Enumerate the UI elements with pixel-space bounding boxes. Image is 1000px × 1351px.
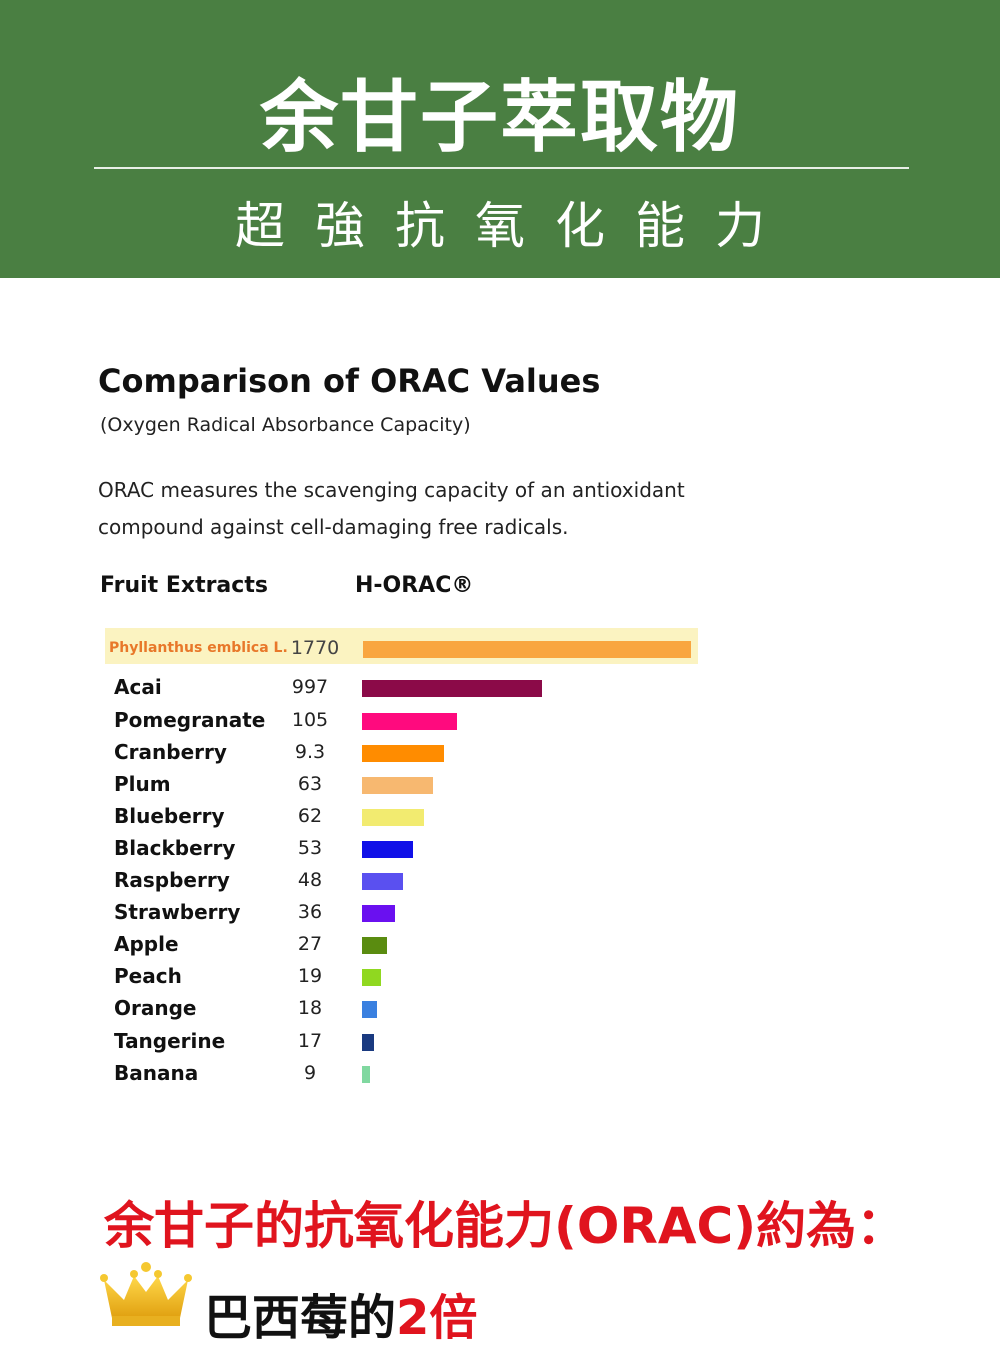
chart-description: ORAC measures the scavenging capacity of…	[98, 478, 685, 539]
bar	[362, 713, 457, 730]
bar-row: Blueberry 62	[0, 802, 1000, 832]
bar	[362, 937, 387, 954]
bar-value: 997	[291, 676, 329, 698]
bar-row: Peach 19	[0, 962, 1000, 992]
bar-label: Banana	[114, 1061, 199, 1085]
bar	[362, 969, 381, 986]
bar-value: 19	[297, 965, 323, 987]
bar-label: Tangerine	[114, 1029, 226, 1053]
bar	[362, 809, 424, 826]
bar	[362, 905, 395, 922]
bar	[363, 641, 691, 658]
bar-row: Acai 997	[0, 673, 1000, 703]
bar	[362, 873, 403, 890]
bar-label: Phyllanthus emblica L.	[109, 640, 288, 656]
bar-value: 53	[297, 837, 323, 859]
bar-label: Orange	[114, 996, 197, 1020]
bar-row: Raspberry 48	[0, 866, 1000, 896]
bar-label: Apple	[114, 932, 179, 956]
bar-value: 48	[297, 869, 323, 891]
bar-label: Strawberry	[114, 900, 241, 924]
bar-row: Orange 18	[0, 994, 1000, 1024]
page-subtitle: 超強抗氧化能力	[235, 197, 795, 255]
bar-value: 63	[297, 773, 323, 795]
bar-row: Tangerine 17	[0, 1027, 1000, 1057]
conclusion-text: 巴西莓的	[204, 1290, 397, 1346]
bar-value: 18	[297, 997, 323, 1019]
page-title: 余甘子萃取物	[259, 73, 740, 163]
bar-value: 9.3	[294, 741, 326, 763]
chart-title: Comparison of ORAC Values	[98, 362, 601, 400]
bar-row: Pomegranate 105	[0, 706, 1000, 736]
bar-label: Pomegranate	[114, 708, 266, 732]
chart-subtitle: (Oxygen Radical Absorbance Capacity)	[100, 414, 471, 436]
bar-label: Blackberry	[114, 836, 236, 860]
bar-value: 105	[291, 709, 329, 731]
bar-label: Cranberry	[114, 740, 227, 764]
crown-icon	[100, 1262, 192, 1326]
bar-row: Strawberry 36	[0, 898, 1000, 928]
bar	[362, 1001, 377, 1018]
bar-value: 62	[297, 805, 323, 827]
header-banner: 余甘子萃取物 超強抗氧化能力	[0, 0, 1000, 278]
bar-label: Peach	[114, 964, 182, 988]
bar-value: 17	[297, 1030, 323, 1052]
bar-row: Cranberry 9.3	[0, 738, 1000, 768]
conclusion-multiplier: 2倍	[396, 1290, 478, 1346]
bar	[362, 777, 433, 794]
bar-row: Blackberry 53	[0, 834, 1000, 864]
bar	[362, 841, 413, 858]
bar	[362, 1066, 370, 1083]
bar	[362, 1034, 374, 1051]
bar-row: Plum 63	[0, 770, 1000, 800]
bar-value: 1770	[290, 637, 340, 659]
bar	[362, 745, 444, 762]
bar-value: 27	[297, 933, 323, 955]
conclusion-line: 余甘子的抗氧化能力(ORAC)約為：	[104, 1197, 907, 1255]
conclusion-highlight: 巴西莓的2倍	[204, 1278, 477, 1348]
bar	[362, 680, 542, 697]
bar-label: Plum	[114, 772, 171, 796]
bar-label: Acai	[114, 675, 162, 699]
divider	[94, 167, 909, 169]
bar-value: 9	[303, 1062, 317, 1084]
bar-value: 36	[297, 901, 323, 923]
bar-row: Apple 27	[0, 930, 1000, 960]
bar-label: Blueberry	[114, 804, 225, 828]
value-header: H-ORAC®	[355, 573, 474, 598]
bar-row: Banana 9	[0, 1059, 1000, 1089]
bar-row: Phyllanthus emblica L. 1770	[0, 634, 1000, 664]
category-header: Fruit Extracts	[100, 573, 268, 598]
bar-label: Raspberry	[114, 868, 230, 892]
